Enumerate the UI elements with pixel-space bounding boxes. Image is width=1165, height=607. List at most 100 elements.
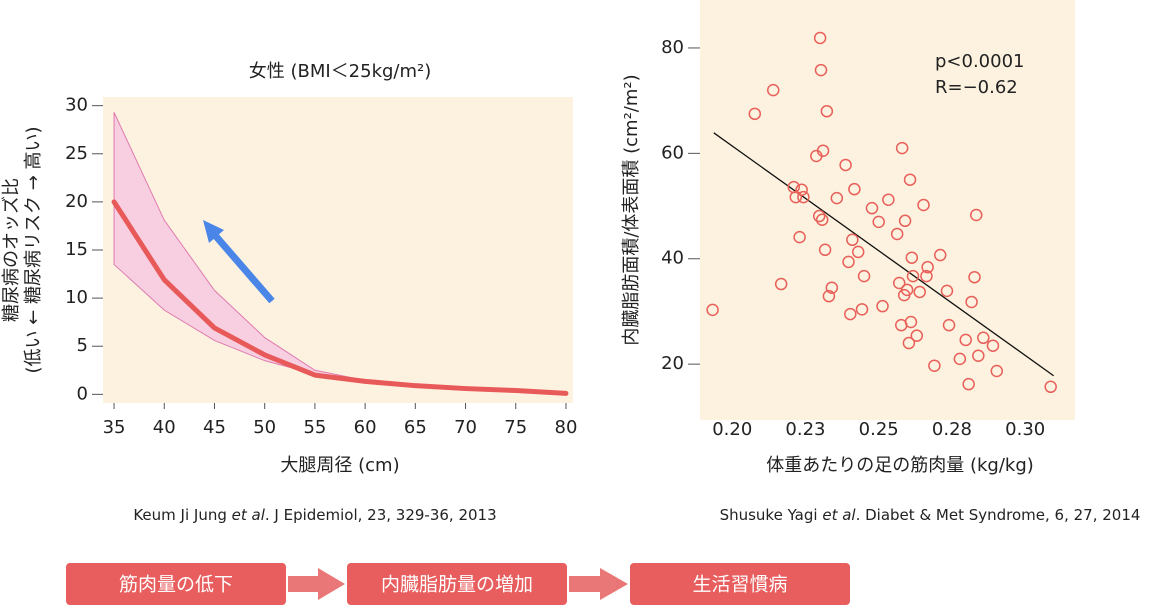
flow-arrow bbox=[569, 568, 628, 600]
x-tick-label: 60 bbox=[354, 417, 377, 438]
point bbox=[890, 227, 904, 241]
point bbox=[895, 141, 909, 155]
point bbox=[774, 277, 788, 291]
point bbox=[900, 283, 914, 297]
point bbox=[797, 190, 810, 204]
point bbox=[902, 336, 916, 350]
x-tick-label: 80 bbox=[555, 417, 578, 438]
flow-arrow bbox=[288, 568, 345, 600]
point bbox=[904, 315, 918, 329]
y-tick-label: 15 bbox=[65, 239, 88, 260]
line bbox=[111, 199, 569, 396]
point bbox=[965, 295, 978, 309]
point bbox=[933, 248, 947, 262]
point bbox=[814, 63, 828, 77]
point bbox=[851, 245, 865, 259]
point bbox=[917, 198, 930, 212]
x-tick-label: 45 bbox=[203, 417, 226, 438]
point bbox=[928, 359, 941, 372]
flow-label: 筋肉量の低下 bbox=[119, 574, 233, 596]
point bbox=[816, 144, 830, 157]
x-tick-label: 65 bbox=[404, 417, 427, 438]
annotation: p<0.0001 bbox=[935, 51, 1025, 72]
point bbox=[898, 214, 912, 228]
point bbox=[795, 183, 808, 196]
x-tick-label: 55 bbox=[303, 417, 326, 438]
point bbox=[865, 201, 879, 215]
trend-arrow bbox=[211, 231, 275, 304]
point bbox=[815, 213, 829, 226]
y-tick-label: 25 bbox=[65, 143, 88, 164]
y-tick-label: 40 bbox=[661, 248, 684, 269]
x-tick-label: 70 bbox=[454, 417, 477, 438]
citation-part: . J Epidemiol, 23, 329-36, 2013 bbox=[265, 506, 497, 524]
point bbox=[986, 339, 1000, 352]
point bbox=[818, 243, 832, 257]
point bbox=[872, 215, 885, 229]
y-axis-label: 内臓脂肪面積/体表面積 (cm²/m²) bbox=[621, 74, 642, 345]
point bbox=[1044, 380, 1057, 394]
annotation: R=−0.62 bbox=[935, 77, 1018, 98]
citation-part: . Diabet & Met Syndrome, 6, 27, 2014 bbox=[856, 506, 1141, 524]
x-tick-label: 0.23 bbox=[785, 419, 825, 440]
point bbox=[855, 303, 869, 316]
point bbox=[910, 329, 924, 342]
point bbox=[748, 107, 762, 121]
point bbox=[766, 83, 780, 97]
point bbox=[793, 230, 806, 244]
point bbox=[920, 269, 933, 283]
trendline bbox=[713, 132, 1054, 377]
x-tick-label: 35 bbox=[103, 417, 126, 438]
x-tick-label: 0.20 bbox=[712, 419, 752, 440]
y-axis-label: (低い ← 糖尿病リスク → 高い) bbox=[23, 126, 44, 373]
point bbox=[844, 307, 857, 321]
chart-title: 女性 (BMI＜25kg/m²) bbox=[249, 61, 432, 82]
citation-part: Shusuke Yagi bbox=[720, 506, 823, 524]
point bbox=[892, 276, 906, 290]
point bbox=[848, 182, 861, 196]
flow: 筋肉量の低下 内臓脂肪量の増加 生活習慣病 bbox=[66, 563, 850, 605]
point bbox=[913, 285, 926, 299]
point bbox=[942, 318, 956, 332]
point bbox=[906, 269, 920, 283]
y-tick-label: 0 bbox=[77, 383, 88, 404]
y-tick-label: 20 bbox=[65, 191, 88, 212]
y-tick-label: 30 bbox=[65, 95, 88, 116]
flow-box bbox=[347, 563, 567, 605]
point bbox=[820, 104, 834, 118]
x-tick-label: 0.25 bbox=[859, 419, 899, 440]
flow-box bbox=[66, 563, 286, 605]
point bbox=[876, 299, 889, 313]
point bbox=[706, 303, 719, 317]
citation: Shusuke Yagi et al. Diabet & Met Syndrom… bbox=[720, 506, 1141, 524]
point bbox=[940, 284, 954, 298]
point bbox=[953, 352, 967, 366]
x-tick-label: 40 bbox=[153, 417, 176, 438]
point bbox=[812, 209, 826, 223]
flow-label: 内臓脂肪量の増加 bbox=[381, 574, 533, 596]
point bbox=[842, 255, 855, 269]
y-tick-label: 10 bbox=[65, 287, 88, 308]
point bbox=[813, 31, 827, 45]
point bbox=[921, 260, 934, 274]
point bbox=[857, 269, 871, 283]
point bbox=[905, 251, 919, 264]
point bbox=[970, 208, 983, 222]
x-axis-label: 体重あたりの足の筋肉量 (kg/kg) bbox=[766, 455, 1034, 476]
x-tick-label: 75 bbox=[504, 417, 527, 438]
point bbox=[959, 333, 972, 347]
point bbox=[882, 193, 895, 206]
point bbox=[968, 270, 981, 284]
point bbox=[972, 349, 985, 362]
x-tick-label: 0.28 bbox=[932, 419, 972, 440]
citation: Keum Ji Jung et al. J Epidemiol, 23, 329… bbox=[133, 506, 496, 524]
y-tick-label: 80 bbox=[661, 37, 684, 58]
point bbox=[990, 364, 1004, 378]
x-axis-label: 大腿周径 (cm) bbox=[280, 455, 399, 476]
citation-part: Keum Ji Jung bbox=[133, 506, 231, 524]
trend-arrow-head bbox=[203, 220, 224, 243]
point bbox=[825, 281, 839, 294]
citation-part: et al bbox=[232, 506, 266, 524]
y-axis-label: 糖尿病のオッズ比 bbox=[1, 178, 22, 322]
